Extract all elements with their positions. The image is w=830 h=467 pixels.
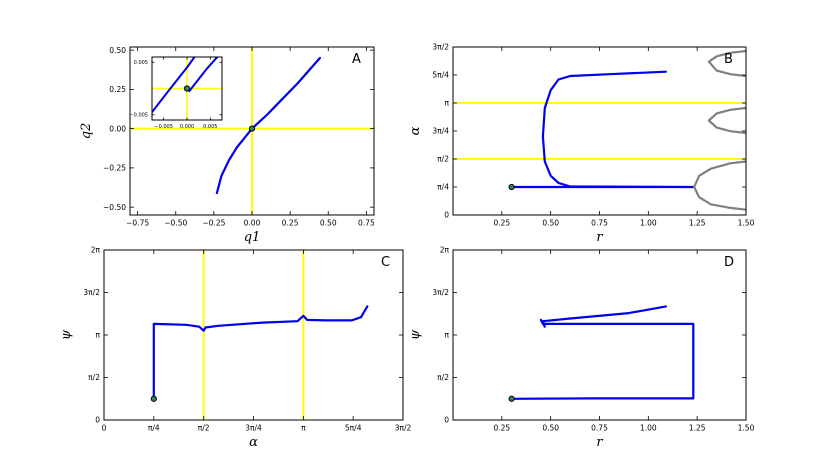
- inset-axes: −0.005 0.000 0.005 −0.005 0.005: [129, 56, 223, 130]
- y-tick-label: π: [444, 99, 449, 108]
- x-tick-label: 3π/4: [245, 424, 262, 433]
- y-tick-label: π: [444, 331, 449, 340]
- x-axis-label: α: [249, 435, 258, 450]
- y-axis-label: α: [408, 126, 423, 135]
- series-3: [693, 160, 746, 211]
- start-marker: [508, 395, 515, 402]
- x-tick-label: π: [301, 424, 306, 433]
- x-tick-label: −0.25: [202, 219, 225, 228]
- y-tick-label: 3π/4: [432, 127, 449, 136]
- series-1: [707, 49, 746, 78]
- y-tick-label: 5π/4: [432, 71, 449, 80]
- x-tick-label: 1.00: [640, 219, 657, 228]
- x-tick-label: 1.50: [738, 219, 755, 228]
- y-tick-label: 0.00: [109, 124, 126, 133]
- y-tick-label: 3π/2: [83, 288, 100, 297]
- inset-start-marker: [183, 85, 191, 92]
- frame: [452, 249, 747, 421]
- y-tick-label: 0.50: [109, 46, 126, 55]
- series-0: [510, 70, 695, 189]
- y-axis-label: q2: [79, 123, 94, 140]
- y-tick-label: 0: [444, 416, 449, 425]
- y-tick-label: −0.50: [103, 203, 126, 212]
- x-tick-label: 0.50: [542, 424, 559, 433]
- series-0: [152, 305, 369, 400]
- inset-plot-area: [152, 57, 222, 120]
- x-tick-label: 0.50: [320, 219, 337, 228]
- x-axis-label: q1: [244, 230, 261, 245]
- start-marker: [248, 125, 256, 132]
- y-axis-label: ψ: [59, 329, 74, 340]
- inset-series-1: [188, 57, 219, 93]
- x-tick-label: −0.50: [164, 219, 187, 228]
- plot-area: [453, 49, 746, 211]
- frame: [103, 249, 404, 421]
- x-axis-label: r: [596, 230, 603, 245]
- x-tick-label: 1.25: [689, 424, 706, 433]
- x-tick-label: 0.25: [282, 219, 299, 228]
- inset-y-tick-label: 0.005: [134, 60, 148, 66]
- panel-b: 0.25 0.50 0.75 1.00 1.25 1.50 0 π/4 π/2 3π/4 π 5π/4…: [408, 43, 755, 245]
- x-axis-label: r: [596, 435, 603, 450]
- series-0: [510, 305, 695, 400]
- panel-d: 0.25 0.50 0.75 1.00 1.25 1.50 0 π/2 π 3π/2 2π Dr ψ: [408, 246, 755, 450]
- panel-label: B: [724, 52, 733, 67]
- inset-y-tick-label: −0.005: [129, 113, 148, 119]
- plot-area: [130, 47, 374, 215]
- x-tick-label: 0.75: [591, 219, 608, 228]
- x-tick-label: 1.50: [738, 424, 755, 433]
- frame: [452, 46, 747, 216]
- y-tick-label: π/4: [437, 183, 449, 192]
- x-tick-label: 0.25: [493, 424, 510, 433]
- start-marker: [150, 395, 157, 402]
- y-tick-label: −0.25: [103, 164, 126, 173]
- x-tick-label: 3π/2: [395, 424, 412, 433]
- series-2: [707, 106, 746, 135]
- x-tick-label: −0.75: [126, 219, 149, 228]
- y-tick-label: 2π: [440, 246, 450, 255]
- y-tick-label: π: [95, 331, 100, 340]
- y-tick-label: π/2: [437, 155, 449, 164]
- plot-area: [508, 305, 695, 402]
- inset-x-tick-label: 0.000: [180, 124, 194, 130]
- x-tick-label: 0.00: [244, 219, 261, 228]
- panel-c: 0 π/4 π/2 3π/4 π 5π/4 3π/2 0 π/2 π 3π/2 2π Cα ψ: [59, 246, 412, 450]
- x-tick-label: 5π/4: [345, 424, 362, 433]
- inset-x-tick-label: 0.005: [203, 124, 217, 130]
- x-tick-label: 0.50: [542, 219, 559, 228]
- panel-label: C: [381, 255, 390, 270]
- y-axis-label: ψ: [408, 329, 423, 340]
- start-marker: [508, 183, 515, 191]
- plot-area: [150, 250, 369, 420]
- y-tick-label: 0.25: [109, 85, 126, 94]
- y-tick-label: 3π/2: [432, 43, 449, 52]
- series-0: [215, 56, 321, 195]
- inset-series-0: [152, 57, 196, 114]
- x-tick-label: π/4: [148, 424, 160, 433]
- panel-a: −0.75 −0.50 −0.25 0.00 0.25 0.50 0.75−0.50−0.2…: [79, 46, 375, 245]
- panel-label: A: [352, 52, 361, 67]
- panel-label: D: [724, 255, 734, 270]
- y-tick-label: π/2: [88, 373, 100, 382]
- x-tick-label: 1.25: [689, 219, 706, 228]
- y-tick-label: 0: [444, 211, 449, 220]
- x-tick-label: 1.00: [640, 424, 657, 433]
- x-tick-label: 0.75: [358, 219, 375, 228]
- x-tick-label: 0.25: [493, 219, 510, 228]
- y-tick-label: 0: [95, 416, 100, 425]
- y-tick-label: 3π/2: [432, 288, 449, 297]
- y-tick-label: 2π: [91, 246, 101, 255]
- y-tick-label: π/2: [437, 373, 449, 382]
- x-tick-label: π/2: [198, 424, 210, 433]
- x-tick-label: 0.75: [591, 424, 608, 433]
- inset-x-tick-label: −0.005: [154, 124, 173, 130]
- x-tick-label: 0: [102, 424, 107, 433]
